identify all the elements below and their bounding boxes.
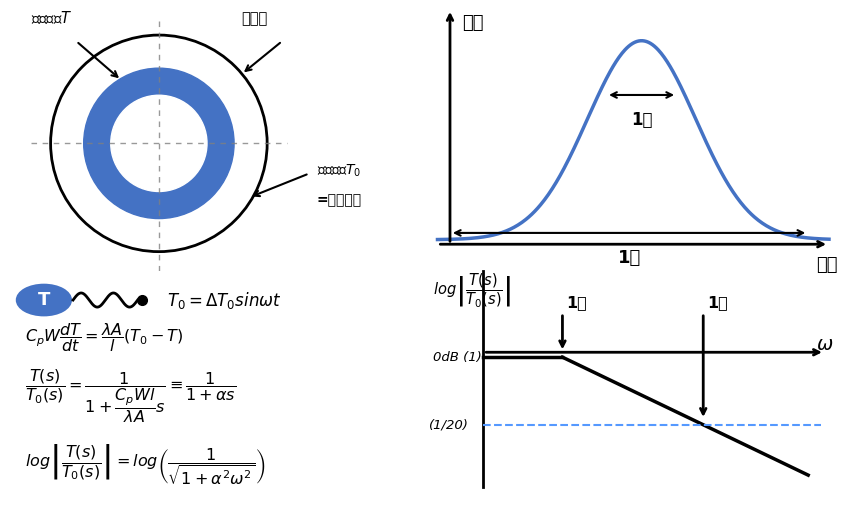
Text: $log \left|\dfrac{T(s)}{T_0(s)}\right|$: $log \left|\dfrac{T(s)}{T_0(s)}\right|$	[434, 271, 512, 309]
Text: $C_p W \dfrac{dT}{dt} = \dfrac{\lambda A}{l}(T_0 - T)$: $C_p W \dfrac{dT}{dt} = \dfrac{\lambda A…	[26, 321, 184, 354]
Text: 0dB (1): 0dB (1)	[434, 351, 482, 364]
Text: $\omega$: $\omega$	[816, 335, 833, 354]
Text: 1日: 1日	[631, 111, 652, 129]
Text: $T_0 = \Delta T_0 sin\omega t$: $T_0 = \Delta T_0 sin\omega t$	[167, 289, 281, 311]
Text: (1/20): (1/20)	[429, 418, 469, 431]
Text: 1年: 1年	[567, 295, 587, 310]
Circle shape	[17, 285, 71, 315]
Text: 時間: 時間	[816, 255, 837, 273]
Text: =外気温度: =外気温度	[317, 194, 362, 207]
Circle shape	[83, 68, 234, 219]
Text: 断熱材: 断熱材	[241, 11, 268, 26]
Text: 1日: 1日	[707, 295, 728, 310]
Text: $\dfrac{T(s)}{T_0(s)} = \dfrac{1}{1 + \dfrac{C_p Wl}{\lambda A}s} \equiv \dfrac{: $\dfrac{T(s)}{T_0(s)} = \dfrac{1}{1 + \d…	[26, 368, 236, 425]
Text: T: T	[37, 291, 50, 309]
Circle shape	[110, 95, 207, 191]
Text: 1年: 1年	[617, 249, 641, 267]
Text: 鋼管温度$T$: 鋼管温度$T$	[31, 9, 72, 26]
Circle shape	[51, 35, 267, 251]
Text: 気温: 気温	[462, 13, 484, 32]
Text: $log \left|\dfrac{T(s)}{T_0(s)}\right| = log \left(\dfrac{1}{\sqrt{1 + \alpha^2\: $log \left|\dfrac{T(s)}{T_0(s)}\right| =…	[26, 442, 266, 487]
Text: 表面温度$T_0$: 表面温度$T_0$	[317, 162, 360, 179]
